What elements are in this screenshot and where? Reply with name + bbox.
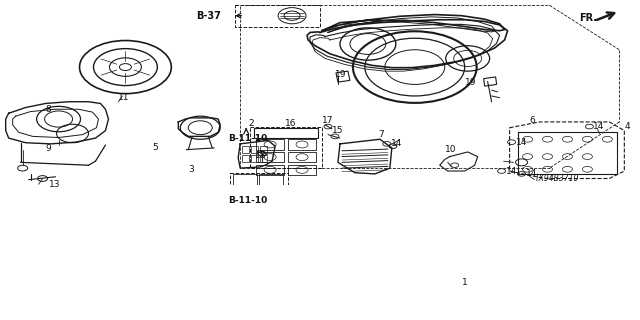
Text: 7: 7 [378,130,383,139]
Text: 11: 11 [118,93,130,102]
Text: TX94B3710: TX94B3710 [534,174,579,183]
Text: 14: 14 [506,166,517,175]
Text: 6: 6 [529,116,535,125]
Text: 5: 5 [152,143,158,152]
Text: 1: 1 [461,278,467,287]
Bar [250,126,322,168]
Text: 8: 8 [45,105,51,114]
Text: 19: 19 [465,78,476,87]
Text: 18: 18 [255,151,267,160]
Text: B-37: B-37 [196,11,221,21]
Text: B-11-10: B-11-10 [228,134,268,143]
Text: 17: 17 [322,116,333,125]
Text: 2: 2 [248,119,254,128]
Text: 3: 3 [188,165,194,174]
Text: 16: 16 [285,119,296,128]
Text: 14: 14 [516,138,527,147]
Text: 13: 13 [49,180,60,189]
Bar [235,5,320,27]
Text: 14: 14 [593,122,605,131]
Text: 14: 14 [525,169,537,178]
Text: 14: 14 [391,140,402,148]
Text: FR.: FR. [579,13,597,23]
Bar [230,173,288,190]
Text: 19: 19 [335,70,346,79]
Text: 15: 15 [332,126,344,135]
Text: 10: 10 [445,145,456,154]
Text: 9: 9 [45,144,51,153]
Text: 4: 4 [625,122,630,131]
Text: B-11-10: B-11-10 [228,196,268,205]
